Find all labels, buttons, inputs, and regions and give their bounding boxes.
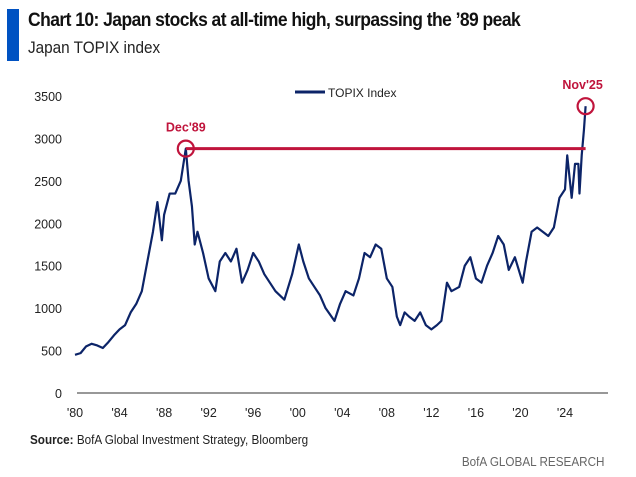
y-tick-label: 2500 <box>34 175 62 189</box>
y-tick-label: 0 <box>55 387 62 401</box>
x-tick-label: '92 <box>200 406 216 420</box>
y-tick-label: 1500 <box>34 260 62 274</box>
source-text: BofA Global Investment Strategy, Bloombe… <box>73 432 309 447</box>
x-tick-label: '88 <box>156 406 172 420</box>
title-accent-bar <box>7 9 19 61</box>
x-tick-label: '24 <box>557 406 573 420</box>
x-tick-label: '08 <box>379 406 395 420</box>
source-note: Source: BofA Global Investment Strategy,… <box>30 432 308 447</box>
x-tick-label: '00 <box>290 406 306 420</box>
source-label: Source: <box>30 432 74 447</box>
x-tick-label: '84 <box>111 406 127 420</box>
x-tick-label: '96 <box>245 406 261 420</box>
annotation-label: Nov'25 <box>562 78 603 92</box>
y-tick-label: 3500 <box>34 90 62 104</box>
x-tick-label: '20 <box>512 406 528 420</box>
x-tick-label: '80 <box>67 406 83 420</box>
x-tick-label: '16 <box>468 406 484 420</box>
annotation-circle <box>176 139 195 158</box>
y-tick-label: 3000 <box>34 132 62 146</box>
topix-series-line <box>74 106 587 356</box>
x-tick-label: '12 <box>423 406 439 420</box>
y-tick-label: 1000 <box>34 302 62 316</box>
annotation-label: Dec'89 <box>166 121 206 135</box>
y-tick-label: 500 <box>41 345 62 359</box>
chart-subtitle: Japan TOPIX index <box>28 38 161 57</box>
legend-label: TOPIX Index <box>328 86 396 100</box>
x-tick-label: '04 <box>334 406 350 420</box>
chart-title: Chart 10: Japan stocks at all-time high,… <box>28 10 521 31</box>
brand-footer: BofA GLOBAL RESEARCH <box>461 454 604 469</box>
y-tick-label: 2000 <box>34 217 62 231</box>
annotation-circle <box>576 97 595 116</box>
